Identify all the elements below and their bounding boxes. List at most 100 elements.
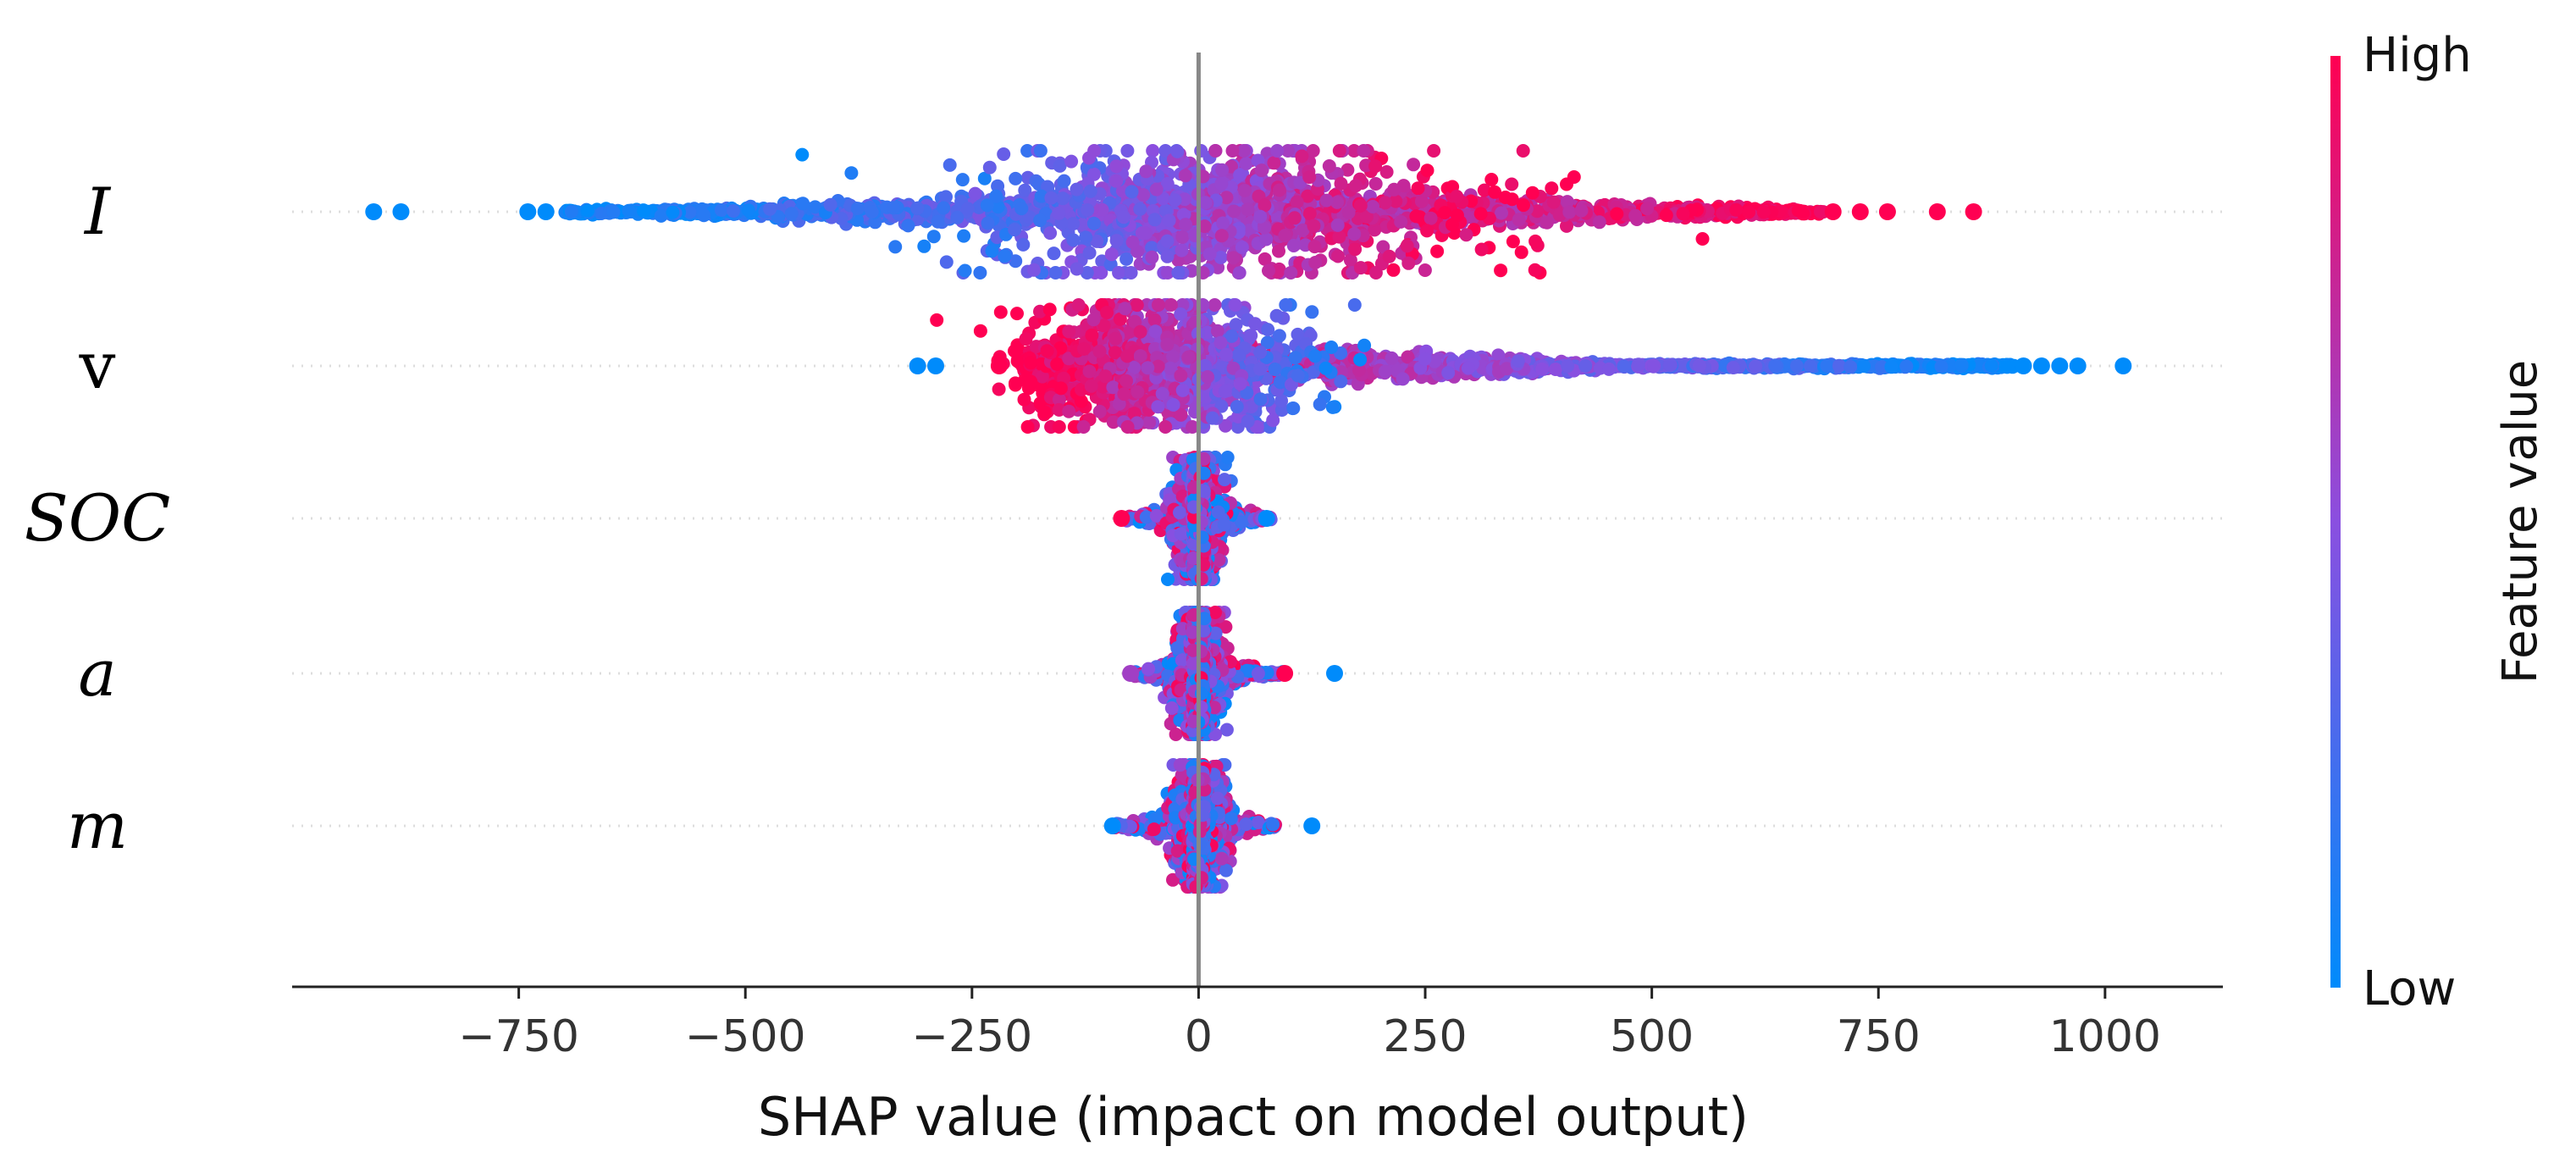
shap-point [1592,215,1606,230]
shap-point [1033,144,1048,158]
shap-point [763,202,777,216]
shap-point [1232,266,1247,280]
shap-point [1844,360,1858,374]
shap-point [930,313,944,327]
shap-point [1231,348,1246,363]
shap-outlier-point [2015,357,2032,374]
shap-point [1796,207,1810,221]
shap-point [606,205,621,219]
shap-point [1357,338,1372,352]
shap-point [1040,344,1054,358]
shap-point [1226,251,1241,265]
shap-point [1020,420,1035,434]
shap-point [1998,359,2013,374]
shap-point [1418,263,1432,277]
shap-point [1279,298,1293,312]
shap-point [1450,189,1464,203]
shap-point [1227,204,1241,219]
shap-point [1071,298,1086,312]
shap-point [654,208,668,223]
shap-point [1288,351,1302,365]
shap-point [581,203,595,218]
shap-point [1216,216,1230,230]
shap-point [1070,262,1084,276]
shap-point [1160,337,1175,352]
shap-point [901,219,915,233]
shap-point [1378,196,1392,210]
shap-point [741,203,755,218]
shap-point [1331,249,1345,263]
shap-point [1148,324,1163,339]
shap-point [1147,313,1162,327]
shap-point [1506,235,1520,249]
shap-point [1218,384,1232,398]
shap-point [939,190,953,204]
shap-outlier-point [909,357,926,374]
shap-point [1505,192,1519,207]
shap-point [1662,357,1677,372]
shap-point [1149,182,1164,197]
shap-point [1324,341,1339,354]
shap-outlier-point [2032,357,2050,374]
shap-point [1505,177,1519,191]
shap-point [1353,198,1368,213]
shap-point [1647,358,1661,373]
shap-point [1239,157,1253,171]
shap-point [1286,401,1301,415]
shap-point [1100,306,1114,319]
shap-point [998,249,1012,263]
shap-point [1258,252,1272,266]
shap-point [1368,177,1383,191]
shap-outlier-point [1928,203,1946,220]
shap-point [697,208,711,223]
shap-point [666,205,680,219]
shap-point [1160,234,1175,248]
shap-point [1540,215,1554,230]
shap-point [1062,324,1076,339]
shap-point [1043,226,1058,241]
shap-point [1016,237,1031,252]
shap-point [1353,261,1368,275]
shap-point [1083,184,1097,198]
shap-point [850,202,865,216]
shap-point [1098,369,1113,384]
shap-point [1233,168,1247,182]
shap-point [1158,420,1173,434]
shap-point [1659,208,1673,223]
shap-point [1142,415,1157,429]
shap-point [1120,349,1134,363]
shap-point [1423,211,1438,225]
shap-point [1617,359,1631,374]
shap-point [1382,249,1396,263]
shap-point [1109,234,1124,248]
shap-point [1253,345,1268,359]
shap-outlier-point [990,357,1008,374]
shap-point [917,239,931,253]
shap-point [1330,218,1345,232]
shap-point [823,197,837,212]
shap-point [1427,144,1441,158]
shap-point [1305,305,1319,319]
shap-point [1394,214,1408,229]
shap-point [1349,179,1363,193]
shap-point [1368,266,1383,280]
shap-point [910,201,925,215]
shap-point [1631,357,1645,372]
shap-point [992,382,1006,396]
shap-point [1270,144,1285,158]
shap-point [1037,405,1052,419]
shap-point [980,198,994,213]
shap-point [1561,359,1575,374]
shap-point [1347,298,1362,312]
shap-outlier-point [2051,357,2069,374]
shap-point [1009,171,1023,186]
shap-point [1366,200,1380,213]
shap-point [1640,202,1655,216]
shap-point [1228,298,1242,312]
shap-point [1120,420,1135,434]
shap-outlier-point [519,203,537,220]
shap-point [1082,364,1097,379]
shap-point [1008,223,1022,237]
shap-outlier-point [365,203,383,220]
shap-point [1208,144,1223,158]
